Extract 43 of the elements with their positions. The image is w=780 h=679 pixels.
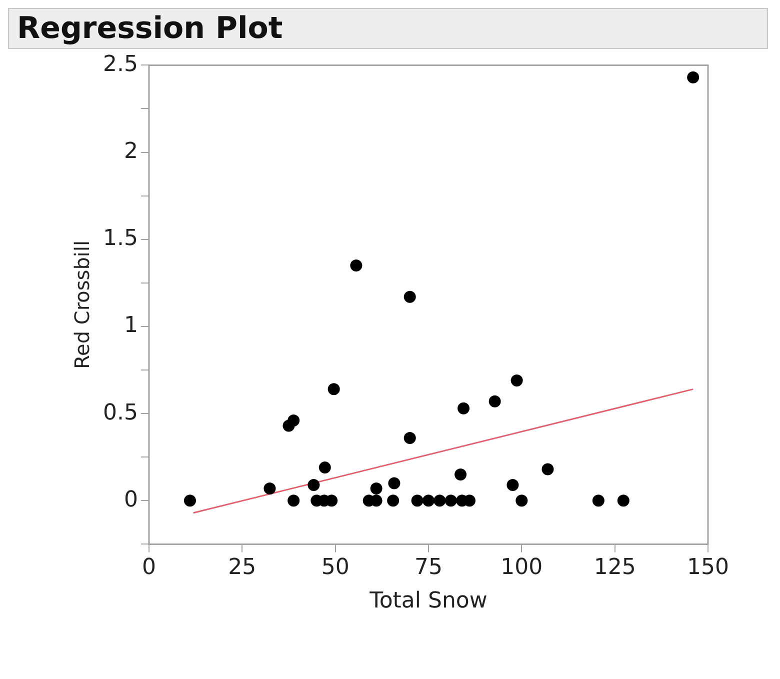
x-tick-label: 125 xyxy=(594,555,636,580)
point xyxy=(387,494,400,507)
point xyxy=(404,290,416,303)
point xyxy=(288,494,300,507)
point xyxy=(411,494,424,507)
x-tick-label: 50 xyxy=(321,555,350,580)
point xyxy=(308,478,320,491)
y-tick-label: 0.5 xyxy=(102,400,138,426)
point xyxy=(264,482,276,494)
point xyxy=(687,71,700,84)
point xyxy=(404,432,416,444)
point xyxy=(542,463,554,476)
y-tick-label: 1 xyxy=(124,313,138,338)
point xyxy=(288,414,300,427)
x-tick-label: 100 xyxy=(500,555,543,580)
point xyxy=(422,494,434,507)
point xyxy=(454,468,467,481)
point xyxy=(444,494,457,507)
point xyxy=(617,494,630,507)
x-tick-label: 150 xyxy=(687,555,729,580)
x-tick-label: 75 xyxy=(414,555,442,580)
point xyxy=(488,395,501,408)
point xyxy=(592,494,604,507)
point xyxy=(318,462,331,474)
point xyxy=(506,478,519,491)
x-tick-label: 0 xyxy=(142,555,156,580)
point xyxy=(516,494,528,507)
point xyxy=(434,494,446,507)
point xyxy=(350,260,362,272)
point xyxy=(184,494,196,507)
y-axis-title: Red Crossbill xyxy=(70,240,94,369)
x-tick-label: 25 xyxy=(228,555,256,580)
y-tick-label: 2.5 xyxy=(102,52,138,77)
point xyxy=(510,374,523,386)
point xyxy=(458,402,470,414)
point xyxy=(370,482,382,494)
point xyxy=(388,477,400,490)
x-axis-title: Total Snow xyxy=(368,588,488,614)
point xyxy=(328,383,340,396)
y-tick-label: 1.5 xyxy=(102,226,138,252)
y-tick-label: 2 xyxy=(124,139,138,164)
y-tick-label: 0 xyxy=(124,487,138,512)
chart-title: Regression Plot xyxy=(8,8,768,49)
